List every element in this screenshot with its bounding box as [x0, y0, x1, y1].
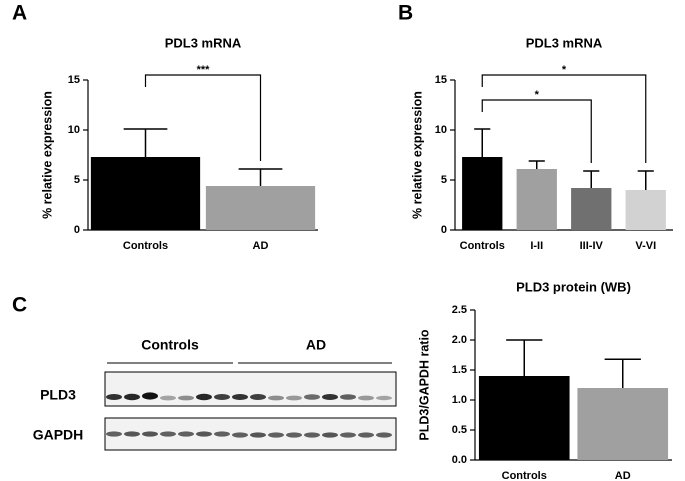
bar	[90, 157, 201, 230]
row-label: GAPDH	[33, 427, 84, 443]
x-tick-label: V-VI	[635, 240, 656, 252]
bar	[577, 388, 669, 460]
bar	[516, 169, 557, 230]
y-tick-label: 10	[68, 124, 80, 136]
y-tick-label: 1.0	[452, 394, 467, 406]
panel-label: A	[12, 2, 27, 25]
panel-label: C	[12, 294, 27, 317]
significance-label: *	[535, 89, 540, 101]
western-blot: Controls AD PLD3 GAPDH	[33, 337, 397, 451]
x-tick-label: Controls	[460, 240, 505, 252]
significance-bracket	[144, 74, 262, 161]
chart-title: PLD3 protein (WB)	[516, 279, 631, 294]
x-tick-label: III-IV	[580, 240, 604, 252]
significance-bracket	[481, 74, 647, 163]
chart-title: PDL3 mRNA	[165, 35, 242, 50]
y-tick-label: 5	[441, 174, 447, 186]
y-tick-label: 0.0	[452, 454, 467, 466]
bar	[462, 157, 503, 230]
y-tick-label: 2.5	[452, 304, 467, 316]
group-label: Controls	[141, 337, 199, 353]
bar	[205, 186, 316, 230]
significance-label: ***	[197, 64, 211, 76]
y-tick-label: 15	[435, 74, 447, 86]
y-tick-label: 15	[68, 74, 80, 86]
bar	[478, 376, 570, 460]
x-tick-label: Controls	[502, 470, 547, 481]
y-tick-label: 5	[74, 174, 80, 186]
blot-frame	[104, 371, 397, 407]
y-tick-label: 10	[435, 124, 447, 136]
bar	[571, 188, 612, 230]
x-tick-label: AD	[615, 470, 631, 481]
group-label: AD	[306, 337, 326, 353]
row-label: PLD3	[40, 387, 76, 403]
y-tick-label: 0.5	[452, 424, 467, 436]
significance-bracket	[481, 99, 592, 163]
y-axis-label: PLD3/GAPDH ratio	[417, 329, 431, 440]
x-tick-label: I-II	[530, 240, 543, 252]
y-tick-label: 1.5	[452, 364, 467, 376]
panel-label: B	[398, 2, 413, 25]
y-tick-label: 0	[441, 224, 447, 236]
pld3-bands	[106, 392, 392, 401]
y-tick-label: 0	[74, 224, 80, 236]
x-tick-label: Controls	[123, 240, 168, 252]
y-tick-label: 2.0	[452, 334, 467, 346]
y-axis-label: % relative expression	[40, 91, 54, 219]
chart-title: PDL3 mRNA	[526, 35, 603, 50]
significance-label: *	[562, 64, 567, 76]
x-tick-label: AD	[253, 240, 269, 252]
y-axis-label: % relative expression	[410, 91, 424, 219]
bar	[625, 190, 666, 230]
gapdh-bands	[106, 431, 392, 438]
